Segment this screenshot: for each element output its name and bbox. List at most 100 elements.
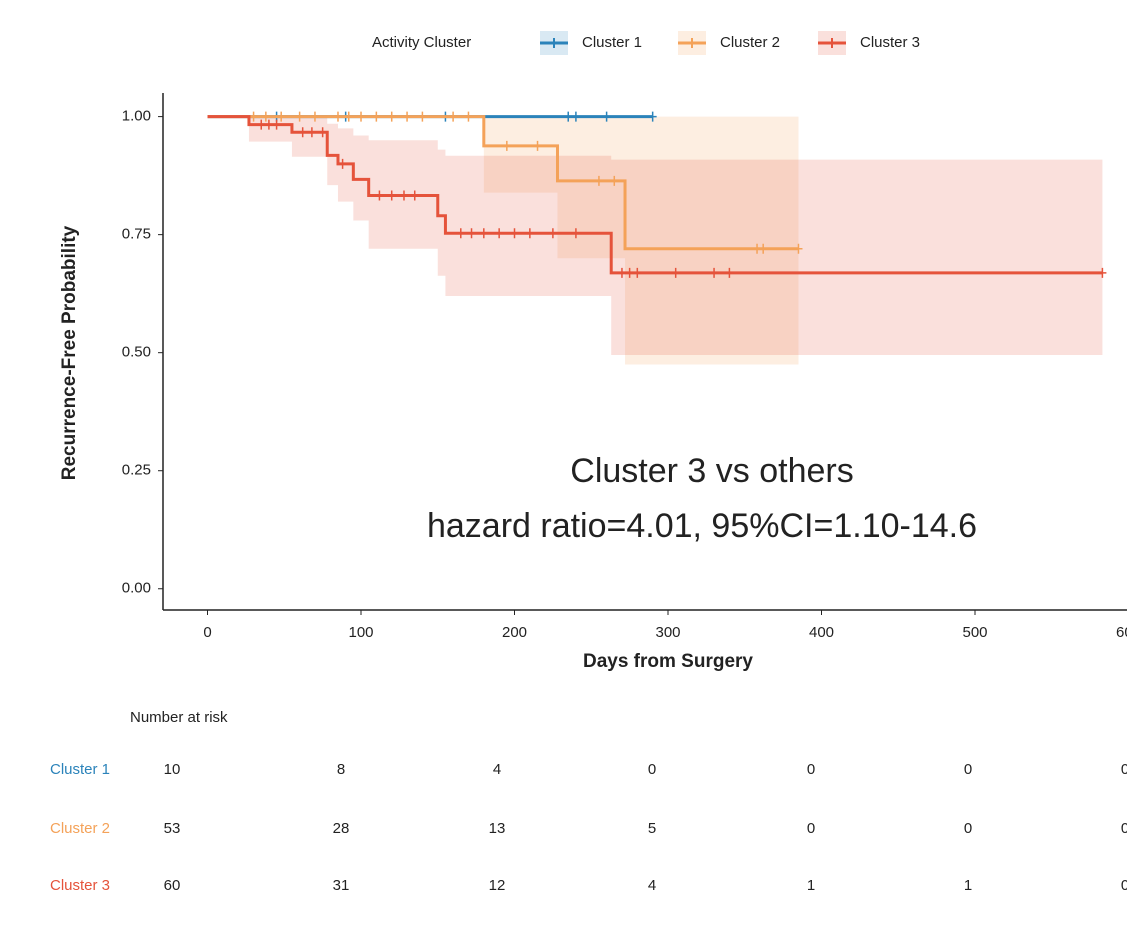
censor-mark: [533, 140, 542, 151]
risk-row-label: Cluster 1: [50, 761, 110, 778]
risk-count: 0: [807, 820, 815, 837]
censor-mark: [610, 175, 619, 186]
confidence-band: [207, 116, 799, 365]
censor-mark: [257, 119, 266, 130]
censor-mark: [344, 111, 353, 122]
censor-mark: [794, 243, 803, 254]
censor-mark: [571, 111, 580, 122]
y-axis-title: Recurrence-Free Probability: [59, 225, 80, 480]
y-tick-label: 0.50: [122, 344, 151, 361]
censor-mark: [467, 228, 476, 239]
censor-mark: [399, 190, 408, 201]
risk-count: 1: [964, 877, 972, 894]
risk-count: 4: [493, 761, 501, 778]
censor-mark: [338, 158, 347, 169]
risk-count: 60: [164, 877, 181, 894]
censor-mark: [298, 127, 307, 138]
x-tick-label: 300: [655, 624, 680, 641]
risk-count: 0: [964, 761, 972, 778]
censor-mark: [456, 228, 465, 239]
risk-row-label: Cluster 2: [50, 820, 110, 837]
x-tick-label: 200: [502, 624, 527, 641]
risk-count: 0: [648, 761, 656, 778]
censor-mark: [479, 228, 488, 239]
censor-mark: [310, 111, 319, 122]
censor-mark: [525, 228, 534, 239]
risk-count: 0: [807, 761, 815, 778]
x-tick-label: 100: [348, 624, 373, 641]
legend-title: Activity Cluster: [372, 34, 471, 51]
x-axis-title: Days from Surgery: [583, 651, 753, 672]
censor-mark: [510, 228, 519, 239]
risk-count: 0: [1121, 820, 1127, 837]
censor-mark: [710, 267, 719, 278]
x-tick-label: 500: [962, 624, 987, 641]
risk-table-title: Number at risk: [130, 709, 228, 726]
risk-count: 1: [807, 877, 815, 894]
survival-curve: [207, 115, 1103, 275]
censor-mark: [418, 111, 427, 122]
censor-mark: [564, 111, 573, 122]
risk-count: 28: [333, 820, 350, 837]
confidence-band: [207, 116, 1103, 356]
censor-mark: [1098, 267, 1107, 278]
y-tick-label: 0.25: [122, 462, 151, 479]
risk-count: 10: [164, 761, 181, 778]
x-tick-label: 600: [1116, 624, 1127, 641]
censor-mark: [502, 140, 511, 151]
annotation: hazard ratio=4.01, 95%CI=1.10-14.6: [427, 507, 977, 545]
censor-mark: [387, 111, 396, 122]
survival-curve: [207, 115, 799, 251]
censor-mark: [633, 267, 642, 278]
censor-mark: [571, 228, 580, 239]
y-tick-label: 0.75: [122, 226, 151, 243]
censor-mark: [333, 111, 342, 122]
x-tick-label: 0: [203, 624, 211, 641]
risk-count: 12: [489, 877, 506, 894]
censor-mark: [272, 119, 281, 130]
risk-count: 53: [164, 820, 181, 837]
annotation: Cluster 3 vs others: [570, 452, 853, 490]
censor-mark: [594, 175, 603, 186]
censor-mark: [725, 267, 734, 278]
censor-mark: [387, 190, 396, 201]
censor-mark: [671, 267, 680, 278]
risk-count: 8: [337, 761, 345, 778]
risk-count: 31: [333, 877, 350, 894]
risk-count: 0: [1121, 877, 1127, 894]
censor-mark: [295, 111, 304, 122]
censor-mark: [277, 111, 286, 122]
risk-row-label: Cluster 3: [50, 877, 110, 894]
censor-mark: [357, 111, 366, 122]
risk-count: 5: [648, 820, 656, 837]
censor-mark: [403, 111, 412, 122]
censor-mark: [602, 111, 611, 122]
y-tick-label: 1.00: [122, 108, 151, 125]
censor-mark: [449, 111, 458, 122]
censor-mark: [264, 119, 273, 130]
censor-mark: [410, 190, 419, 201]
censor-mark: [261, 111, 270, 122]
censor-mark: [249, 111, 258, 122]
censor-mark: [648, 111, 657, 122]
x-tick-label: 400: [809, 624, 834, 641]
censor-mark: [375, 190, 384, 201]
risk-count: 4: [648, 877, 656, 894]
censor-mark: [495, 228, 504, 239]
risk-count: 0: [1121, 761, 1127, 778]
censor-mark: [548, 228, 557, 239]
y-tick-label: 0.00: [122, 580, 151, 597]
censor-mark: [617, 267, 626, 278]
legend-label: Cluster 1: [582, 34, 642, 51]
risk-count: 0: [964, 820, 972, 837]
censor-mark: [318, 127, 327, 138]
censor-mark: [759, 243, 768, 254]
risk-count: 13: [489, 820, 506, 837]
legend-label: Cluster 3: [860, 34, 920, 51]
censor-mark: [372, 111, 381, 122]
censor-mark: [307, 127, 316, 138]
censor-mark: [464, 111, 473, 122]
legend-label: Cluster 2: [720, 34, 780, 51]
censor-mark: [625, 267, 634, 278]
